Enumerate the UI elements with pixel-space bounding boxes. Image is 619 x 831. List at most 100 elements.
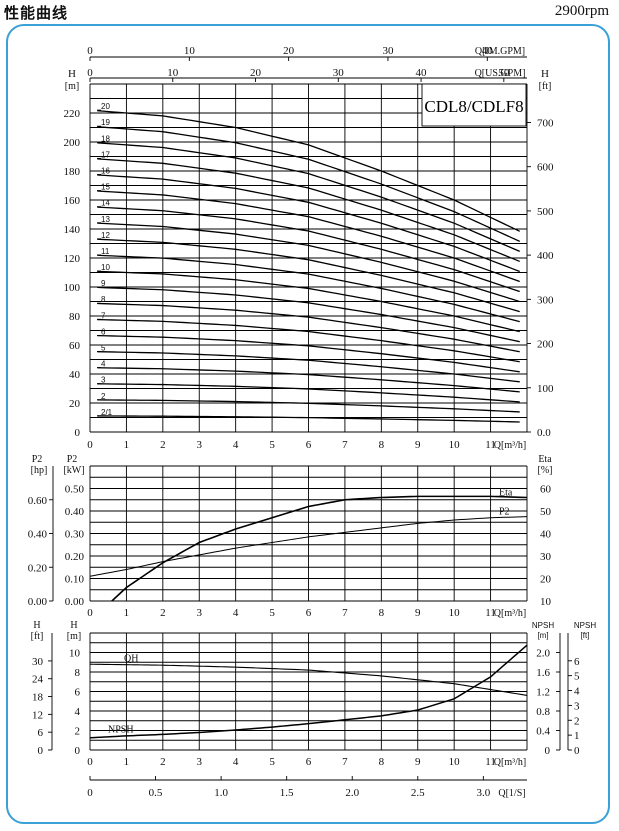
power-hp-tick: 0.20 [28, 562, 48, 574]
npsh-right-m-unit: [m] [537, 631, 548, 640]
head-curve-stage-12 [97, 238, 520, 313]
npsh-right-m-tick: 0.8 [536, 706, 550, 718]
npsh-ft-label: H [33, 620, 40, 631]
power-x-tick: 1 [124, 607, 130, 619]
head-curve-stage-16 [97, 174, 520, 273]
series-label-qh: QH [124, 654, 138, 665]
stage-label: 20 [101, 102, 110, 111]
head-curve-stage-4 [97, 367, 520, 393]
power-eta-tick: 50 [540, 506, 552, 518]
head-ft-unit: [ft] [539, 81, 552, 92]
head-x-tick: 0 [87, 439, 93, 451]
top-axis-im-label: Q[IM.GPM] [475, 46, 525, 57]
npsh-x-tick: 1 [124, 756, 130, 768]
npsh-x-tick: 11 [485, 756, 496, 768]
power-x-tick: 8 [379, 607, 385, 619]
power-x-tick: 5 [269, 607, 275, 619]
power-kw-unit: [kW] [63, 465, 84, 476]
head-ft-tick: 400 [537, 250, 554, 262]
power-kw-tick: 0.40 [65, 506, 85, 518]
head-x-label: Q[m³/h] [494, 440, 526, 451]
npsh-x-tick: 9 [415, 756, 421, 768]
top-axis-us-tick: 50 [498, 67, 510, 79]
npsh-right-m-tick: 0.4 [536, 726, 550, 738]
power-kw-label: P2 [67, 454, 78, 465]
head-curve-stage-10 [97, 270, 520, 333]
npsh-right-ft-tick: 5 [574, 671, 580, 683]
top-axis-us-tick: 0 [87, 67, 93, 79]
power-x-tick: 6 [306, 607, 312, 619]
power-x-tick: 7 [342, 607, 348, 619]
power-x-tick: 0 [87, 607, 93, 619]
stage-label: 9 [101, 279, 106, 288]
head-curve-stage-5 [97, 351, 520, 383]
power-hp-tick: 0.00 [28, 596, 48, 608]
power-hp-label: P2 [32, 454, 43, 465]
head-curve-stage-3 [97, 383, 520, 403]
power-eta-tick: 10 [540, 596, 552, 608]
top-axis-im-tick: 0 [87, 45, 93, 57]
head-ft-label: H [541, 68, 549, 80]
stage-label: 5 [101, 344, 106, 353]
head-x-tick: 8 [379, 439, 385, 451]
stage-label: 6 [101, 327, 106, 336]
head-ft-tick: 700 [537, 117, 554, 129]
chart-frame [6, 24, 610, 824]
head-y-tick: 220 [64, 108, 81, 120]
npsh-right-m-tick: 2.0 [536, 648, 550, 660]
head-curve-stage-15 [97, 190, 520, 283]
npsh-ft-tick: 6 [38, 727, 44, 739]
series-npsh [89, 644, 528, 739]
npsh-m-tick: 8 [75, 667, 81, 679]
head-y-tick: 40 [69, 369, 81, 381]
ls-axis-tick: 0 [87, 787, 93, 799]
power-eta-tick: 60 [540, 484, 552, 496]
npsh-right-ft-tick: 6 [574, 656, 580, 668]
head-x-tick: 1 [124, 439, 130, 451]
series-p2 [89, 516, 528, 577]
npsh-m-tick: 4 [75, 706, 81, 718]
ls-axis-tick: 1.5 [280, 787, 294, 799]
stage-label: 19 [101, 118, 110, 127]
series-qh [89, 663, 528, 696]
npsh-right-ft-unit: [ft] [581, 631, 590, 640]
npsh-right-m-label: NPSH [532, 621, 554, 630]
head-curve-stage-9 [97, 286, 520, 343]
power-kw-tick: 0.50 [65, 484, 85, 496]
power-hp-tick: 0.60 [28, 495, 48, 507]
npsh-x-tick: 4 [233, 756, 239, 768]
ls-axis-tick: 2.5 [411, 787, 425, 799]
npsh-ft-tick: 0 [38, 745, 44, 757]
model-label: CDL8/CDLF8 [424, 97, 523, 116]
head-x-tick: 5 [269, 439, 275, 451]
head-y-tick: 140 [64, 224, 81, 236]
npsh-right-ft-label: NPSH [574, 621, 596, 630]
power-x-tick: 2 [160, 607, 166, 619]
npsh-m-unit: [m] [67, 631, 81, 642]
npsh-m-tick: 2 [75, 726, 81, 738]
power-kw-tick: 0.00 [65, 596, 85, 608]
stage-label: 16 [101, 166, 110, 175]
power-x-label: Q[m³/h] [494, 608, 526, 619]
npsh-ft-tick: 30 [32, 656, 44, 668]
head-x-tick: 3 [197, 439, 203, 451]
head-x-tick: 4 [233, 439, 239, 451]
npsh-ft-tick: 12 [32, 709, 43, 721]
stage-label: 3 [101, 376, 106, 385]
stage-label: 11 [101, 247, 110, 256]
ls-axis-tick: 2.0 [345, 787, 359, 799]
power-kw-tick: 0.30 [65, 529, 85, 541]
power-eta-tick: 30 [540, 551, 552, 563]
top-axis-im-tick: 20 [283, 45, 295, 57]
head-y-tick: 80 [69, 311, 81, 323]
stage-label: 13 [101, 215, 110, 224]
npsh-m-tick: 10 [69, 648, 81, 660]
head-y-tick: 200 [64, 137, 81, 149]
speed-label: 2900rpm [554, 3, 609, 19]
npsh-chart: 0246810H[m]0612182430H[ft]00.40.81.21.62… [31, 620, 597, 799]
head-curve-stage-13 [97, 222, 520, 303]
head-curve-stage-14 [97, 206, 520, 293]
head-x-tick: 11 [485, 439, 496, 451]
head-y-unit: [m] [65, 81, 79, 92]
